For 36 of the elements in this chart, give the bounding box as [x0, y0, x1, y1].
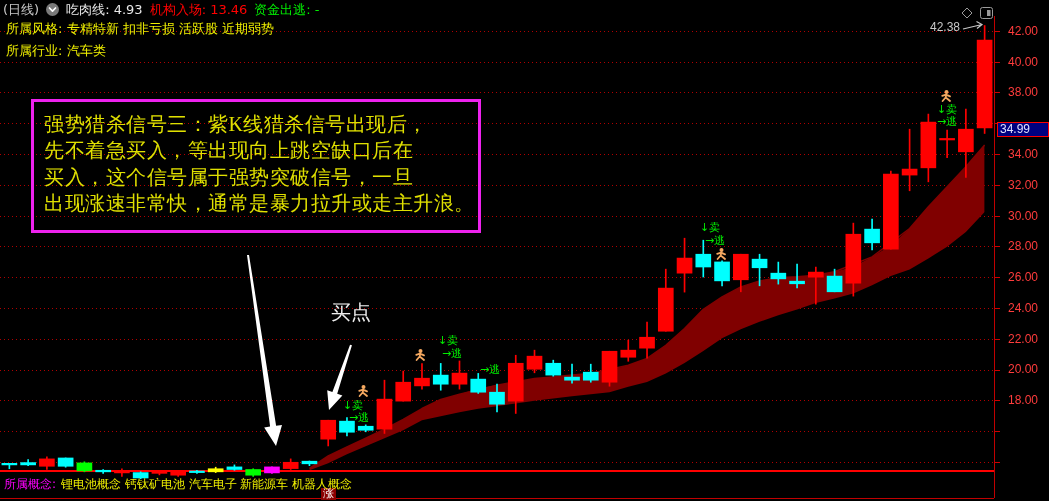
y-tick-label: 26.00 — [1008, 270, 1039, 285]
y-tick-label: 20.00 — [1008, 362, 1039, 377]
candlestick — [939, 129, 955, 158]
y-tick-label: 30.00 — [1008, 208, 1039, 223]
annotation: →逃 — [937, 115, 958, 128]
y-tick-label: 40.00 — [1008, 54, 1039, 69]
y-tick-label: 38.00 — [1008, 85, 1039, 100]
y-tick-label: 24.00 — [1008, 300, 1039, 315]
ref-line-label: 机构入场: 13.46 — [149, 2, 248, 17]
annotation: ↓卖 — [937, 103, 958, 116]
annotation: ↓卖 — [438, 334, 459, 347]
annotation: →逃 — [349, 411, 370, 424]
annotation: →逃 — [442, 347, 463, 360]
annotation: ↓卖 — [700, 221, 721, 234]
y-tick-label: 32.00 — [1008, 177, 1039, 192]
annotation: 资金出逃: - — [254, 2, 320, 17]
annotation: 所属概念: — [4, 477, 57, 491]
annotation: 所属行业: 汽车类 — [6, 43, 106, 58]
y-tick-label: 22.00 — [1008, 331, 1039, 346]
text: 34.99 — [997, 122, 1049, 137]
y-tick-label: 34.00 — [1008, 146, 1039, 161]
annotation: 买点 — [331, 301, 371, 323]
annotation: 吃肉线: 4.93 — [66, 2, 143, 17]
candlestick — [564, 363, 580, 384]
annotation: →逃 — [705, 234, 726, 247]
y-tick-label: 18.00 — [1008, 393, 1039, 408]
y-tick-label: 28.00 — [1008, 239, 1039, 254]
annotation: 42.38 — [930, 20, 961, 34]
chart-title: (日线) — [3, 2, 40, 17]
candlestick — [808, 266, 824, 305]
y-tick-label: 42.00 — [1008, 23, 1039, 38]
annotation: →逃 — [480, 363, 501, 376]
candlestick — [789, 263, 805, 289]
annotation: 所属风格: 专精特新 扣非亏损 活跃股 近期弱势 — [6, 21, 274, 36]
annotation: ↓卖 — [343, 399, 364, 412]
annotation: 强势猎杀信号三：紫K线猎杀信号出现后，先不着急买入，等出现向上跳空缺口后在买入，这个信号属于强势突破信号，一旦出现涨速非常快，通常是暴力拉升或走主升浪。 — [44, 112, 475, 216]
